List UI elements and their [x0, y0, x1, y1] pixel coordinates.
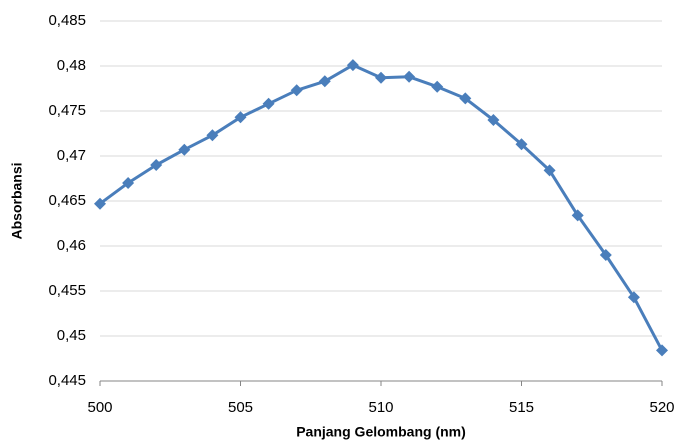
marker [94, 197, 106, 210]
x-axis-title: Panjang Gelombang (nm) [296, 424, 466, 440]
x-tick-label: 520 [649, 399, 674, 416]
marker [122, 177, 135, 189]
marker [318, 75, 331, 88]
y-tick-label: 0,445 [48, 372, 86, 389]
x-tick-label: 505 [228, 399, 253, 416]
y-tick-label: 0,45 [57, 327, 86, 344]
marker [656, 344, 668, 357]
y-tick-label: 0,465 [48, 192, 86, 209]
marker [403, 70, 416, 83]
y-tick-label: 0,485 [48, 12, 86, 29]
x-tick-label: 500 [87, 399, 112, 416]
marker [515, 138, 528, 151]
marker [206, 129, 219, 142]
marker [234, 111, 247, 124]
marker [487, 114, 500, 126]
y-tick-label: 0,46 [57, 237, 86, 254]
line [99, 63, 664, 352]
x-tick-label: 510 [368, 399, 393, 416]
y-axis-title: Absorbansi [9, 162, 25, 239]
marker [543, 164, 556, 177]
marker [599, 249, 612, 261]
marker [262, 97, 275, 110]
marker [290, 84, 303, 97]
marker [375, 71, 387, 84]
marker [627, 291, 640, 304]
marker [571, 209, 584, 222]
y-tick-label: 0,455 [48, 282, 86, 299]
y-tick-label: 0,475 [48, 102, 86, 119]
marker [150, 159, 163, 171]
y-tick-label: 0,48 [57, 57, 86, 74]
marker [346, 59, 359, 72]
marker [178, 143, 191, 156]
x-tick-label: 515 [509, 399, 534, 416]
y-tick-label: 0,47 [57, 147, 86, 164]
marker [431, 80, 444, 93]
marker [459, 92, 472, 105]
